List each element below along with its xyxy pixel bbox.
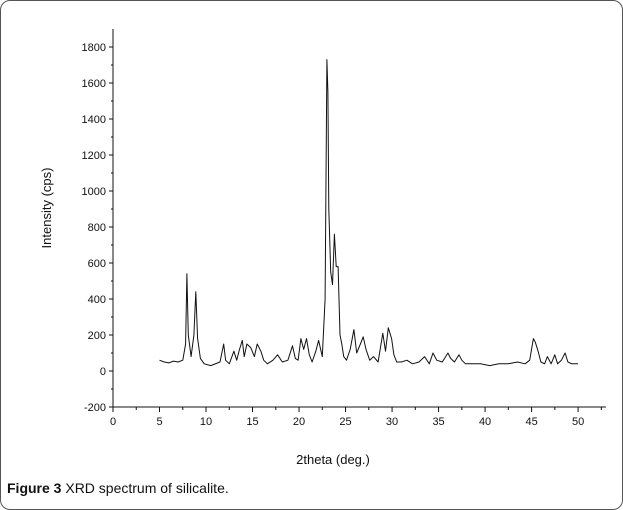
y-tick-label: 1600 [82,78,106,90]
y-tick-label: 200 [88,330,106,342]
x-tick-label: 25 [339,416,351,428]
x-tick-label: 35 [432,416,444,428]
x-tick-label: 40 [479,416,491,428]
y-axis-title: Intensity (cps) [39,168,54,249]
x-tick-label: 50 [572,416,584,428]
y-tick-label: 600 [88,258,106,270]
x-tick-label: 45 [525,416,537,428]
series-layer [159,59,579,367]
x-tick-label: 0 [110,416,116,428]
x-tick-label: 20 [293,416,305,428]
y-tick-label: 0 [100,366,106,378]
x-tick-label: 15 [246,416,258,428]
x-tick-label: 5 [156,416,162,428]
y-tick-label: 800 [88,222,106,234]
y-tick-label: 1400 [82,114,106,126]
x-tick-label: 30 [386,416,398,428]
ticks: -200 0 200 400 600 800 1000 1200 1400 1600 1800 0 5 1… [82,42,602,428]
figure-caption: Figure 3 XRD spectrum of silicalite. [7,480,229,496]
y-tick-label: 1200 [82,150,106,162]
axes [112,29,606,408]
y-tick-label: 400 [88,294,106,306]
y-tick-label: 1800 [82,42,106,54]
x-axis-title: 2theta (deg.) [296,452,370,467]
y-tick-label: 1000 [82,186,106,198]
x-tick-label: 10 [200,416,212,428]
y-tick-label: -200 [84,402,106,414]
caption-label: Figure 3 [7,480,62,496]
caption-text: XRD spectrum of silicalite. [65,480,229,496]
series-line-0 [159,59,579,367]
